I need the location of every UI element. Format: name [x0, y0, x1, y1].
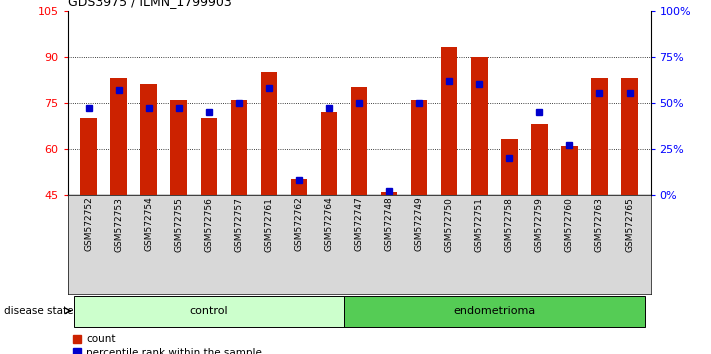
- Bar: [141, 84, 157, 195]
- Bar: [80, 118, 97, 195]
- Text: GSM572757: GSM572757: [235, 197, 243, 252]
- Bar: [291, 179, 307, 195]
- Text: GSM572752: GSM572752: [84, 197, 93, 251]
- Text: GSM572762: GSM572762: [294, 197, 304, 251]
- Text: GSM572764: GSM572764: [324, 197, 333, 251]
- FancyBboxPatch shape: [73, 296, 344, 327]
- Bar: [110, 78, 127, 195]
- Text: GSM572761: GSM572761: [264, 197, 274, 252]
- Text: GSM572751: GSM572751: [475, 197, 483, 252]
- Bar: [411, 99, 427, 195]
- Text: GSM572765: GSM572765: [625, 197, 634, 252]
- Text: GSM572758: GSM572758: [505, 197, 514, 252]
- FancyBboxPatch shape: [344, 296, 645, 327]
- Bar: [561, 145, 578, 195]
- Text: GSM572755: GSM572755: [174, 197, 183, 252]
- Text: control: control: [189, 306, 228, 316]
- Bar: [351, 87, 368, 195]
- Bar: [531, 124, 547, 195]
- Bar: [230, 99, 247, 195]
- Text: GSM572754: GSM572754: [144, 197, 153, 251]
- Bar: [592, 78, 608, 195]
- Bar: [381, 192, 397, 195]
- Bar: [321, 112, 337, 195]
- Text: GSM572759: GSM572759: [535, 197, 544, 252]
- Bar: [171, 99, 187, 195]
- Bar: [471, 57, 488, 195]
- Text: disease state: disease state: [4, 306, 73, 316]
- Bar: [441, 47, 457, 195]
- Bar: [501, 139, 518, 195]
- Text: GSM572750: GSM572750: [444, 197, 454, 252]
- Text: GSM572749: GSM572749: [415, 197, 424, 251]
- Bar: [261, 72, 277, 195]
- Text: GSM572747: GSM572747: [355, 197, 363, 251]
- Text: GDS3975 / ILMN_1799903: GDS3975 / ILMN_1799903: [68, 0, 231, 8]
- Text: GSM572760: GSM572760: [565, 197, 574, 252]
- Text: GSM572763: GSM572763: [595, 197, 604, 252]
- Bar: [201, 118, 217, 195]
- Text: GSM572756: GSM572756: [204, 197, 213, 252]
- Bar: [621, 78, 638, 195]
- Text: endometrioma: endometrioma: [453, 306, 535, 316]
- Text: GSM572748: GSM572748: [385, 197, 394, 251]
- Legend: count, percentile rank within the sample: count, percentile rank within the sample: [73, 335, 262, 354]
- Text: GSM572753: GSM572753: [114, 197, 123, 252]
